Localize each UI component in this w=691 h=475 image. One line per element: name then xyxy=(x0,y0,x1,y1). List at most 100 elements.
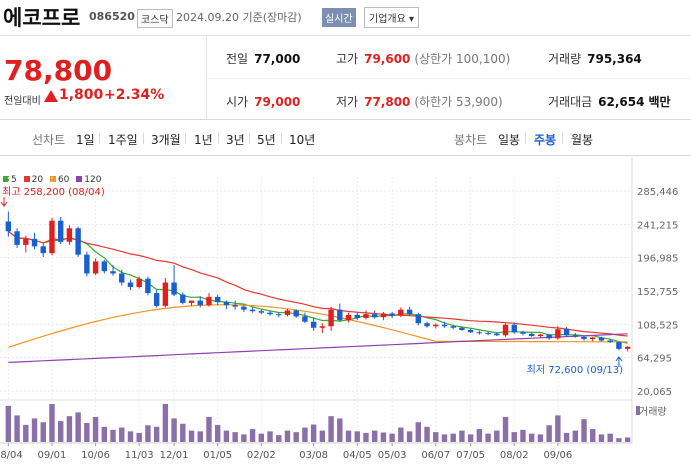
volume-bar xyxy=(511,432,517,442)
candle-body xyxy=(502,324,509,336)
candle-body xyxy=(563,329,570,336)
tab-weekly[interactable]: 주봉 xyxy=(534,133,557,147)
tab-3m[interactable]: 3개월 xyxy=(151,133,181,147)
tab-5y[interactable]: 5년 xyxy=(257,133,276,147)
candle-body xyxy=(136,278,142,288)
volume-bar xyxy=(119,427,125,442)
volume-bar xyxy=(572,430,579,442)
company-info-dropdown[interactable]: 기업개요 ▾ xyxy=(364,7,419,28)
volume-bar xyxy=(110,429,116,442)
prev-compare-label: 전일대비 xyxy=(4,96,41,107)
price-chart[interactable]: 5 20 60 120 285,446 241,215 196,985 152,755… xyxy=(0,157,691,475)
volume-bar xyxy=(607,433,613,442)
open-cell: 시가 79,000 xyxy=(226,93,300,110)
volume-bar xyxy=(197,431,203,442)
candle-body xyxy=(214,296,221,303)
open-label: 시가 xyxy=(226,95,249,109)
candle-body xyxy=(371,314,378,318)
ma-5-legend: 5 xyxy=(3,175,17,185)
candle-body xyxy=(267,312,273,315)
volume-bar xyxy=(520,429,526,442)
volume-bar xyxy=(127,431,134,442)
volume-bar xyxy=(581,419,587,442)
tab-separator xyxy=(143,133,144,144)
lower-limit: (하한가 53,900) xyxy=(414,95,503,109)
low-value: 77,800 xyxy=(364,95,411,109)
candle-body xyxy=(433,324,439,327)
volume-bar xyxy=(450,433,456,442)
volume-bar xyxy=(92,416,99,442)
tab-separator xyxy=(525,133,526,144)
low-annotation: 최저 72,600 (09/13) xyxy=(527,364,623,376)
x-tick-label: 09/01 xyxy=(38,450,67,461)
volume-bar xyxy=(598,434,605,442)
x-tick-label: 12/01 xyxy=(160,450,189,461)
high-label: 고가 xyxy=(336,52,359,66)
candle-body xyxy=(153,293,160,306)
candle-body xyxy=(607,340,613,343)
tab-monthly[interactable]: 월봉 xyxy=(571,133,594,147)
candle-body xyxy=(555,329,561,339)
ma-120-line xyxy=(8,333,628,363)
prev-close-value: 77,000 xyxy=(254,52,301,66)
divider xyxy=(206,36,207,120)
volume-bar xyxy=(485,433,491,442)
candle-body xyxy=(232,305,238,307)
volume-bar xyxy=(206,416,212,442)
ma-60-line xyxy=(8,304,628,348)
candle-body xyxy=(528,333,535,337)
tab-10y[interactable]: 10년 xyxy=(289,133,316,147)
tab-daily[interactable]: 일봉 xyxy=(498,133,521,147)
volume-bar xyxy=(616,438,622,442)
chart-period-tabs: 선차트 1일 1주일 3개월 1년 3년 5년 10년 봉차트 일봉 주봉 월봉 xyxy=(0,121,691,156)
volume-bar xyxy=(590,429,596,442)
volume-bar xyxy=(180,423,186,442)
ma-60-label: 60 xyxy=(57,175,70,185)
volume-bar xyxy=(40,422,46,442)
x-tick-label: 09/06 xyxy=(543,450,572,461)
price-change-pct: +2.34% xyxy=(104,87,165,103)
volume-axis-label: 거래량 xyxy=(639,406,667,418)
candle-body xyxy=(494,333,500,336)
tab-1d[interactable]: 1일 xyxy=(76,133,95,147)
y-tick-label: 108,525 xyxy=(637,320,678,331)
candle-body xyxy=(441,324,448,327)
candle-body xyxy=(101,261,108,272)
candle-body xyxy=(49,220,55,254)
volume-bar xyxy=(84,423,90,442)
volume-bar xyxy=(171,418,177,442)
volume-bar xyxy=(337,418,343,442)
volume-bar xyxy=(188,430,195,442)
volume-bar xyxy=(537,434,544,442)
amount-cell: 거래대금 62,654 백만 xyxy=(548,93,671,110)
volume-bar xyxy=(153,426,160,442)
as-of-date: 2024.09.20 기준(장마감) xyxy=(176,11,302,24)
candle-body xyxy=(171,282,177,295)
volume-bar xyxy=(476,429,483,442)
candle-body xyxy=(624,346,631,349)
high-cell: 고가 79,600 (상한가 100,100) xyxy=(336,50,510,67)
upper-limit: (상한가 100,100) xyxy=(414,52,511,66)
chart-canvas: 285,446 241,215 196,985 152,755 108,525 64,29… xyxy=(0,157,678,461)
candle-body xyxy=(127,282,134,288)
volume-bar xyxy=(319,430,326,442)
volume-bar xyxy=(310,424,317,442)
tab-3y[interactable]: 3년 xyxy=(226,133,245,147)
volume-bar xyxy=(223,430,230,442)
volume-bar xyxy=(563,432,570,442)
candle-body xyxy=(581,336,587,340)
realtime-button[interactable]: 실시간 xyxy=(322,8,356,27)
candle-body xyxy=(476,332,483,334)
high-arrow-icon xyxy=(0,197,8,207)
candle-body xyxy=(119,273,125,283)
volume-value: 795,364 xyxy=(587,52,642,66)
candle-body xyxy=(520,332,526,334)
candle-body xyxy=(258,311,265,313)
tab-1y[interactable]: 1년 xyxy=(194,133,213,147)
candle-body xyxy=(616,342,622,349)
tab-separator xyxy=(562,133,563,144)
stock-header: 에코프로 086520 코스닥 2024.09.20 기준(장마감) 실시간 기… xyxy=(0,0,691,36)
y-tick-label: 152,755 xyxy=(637,287,678,298)
tab-1w[interactable]: 1주일 xyxy=(108,133,138,147)
tab-separator xyxy=(99,133,100,144)
